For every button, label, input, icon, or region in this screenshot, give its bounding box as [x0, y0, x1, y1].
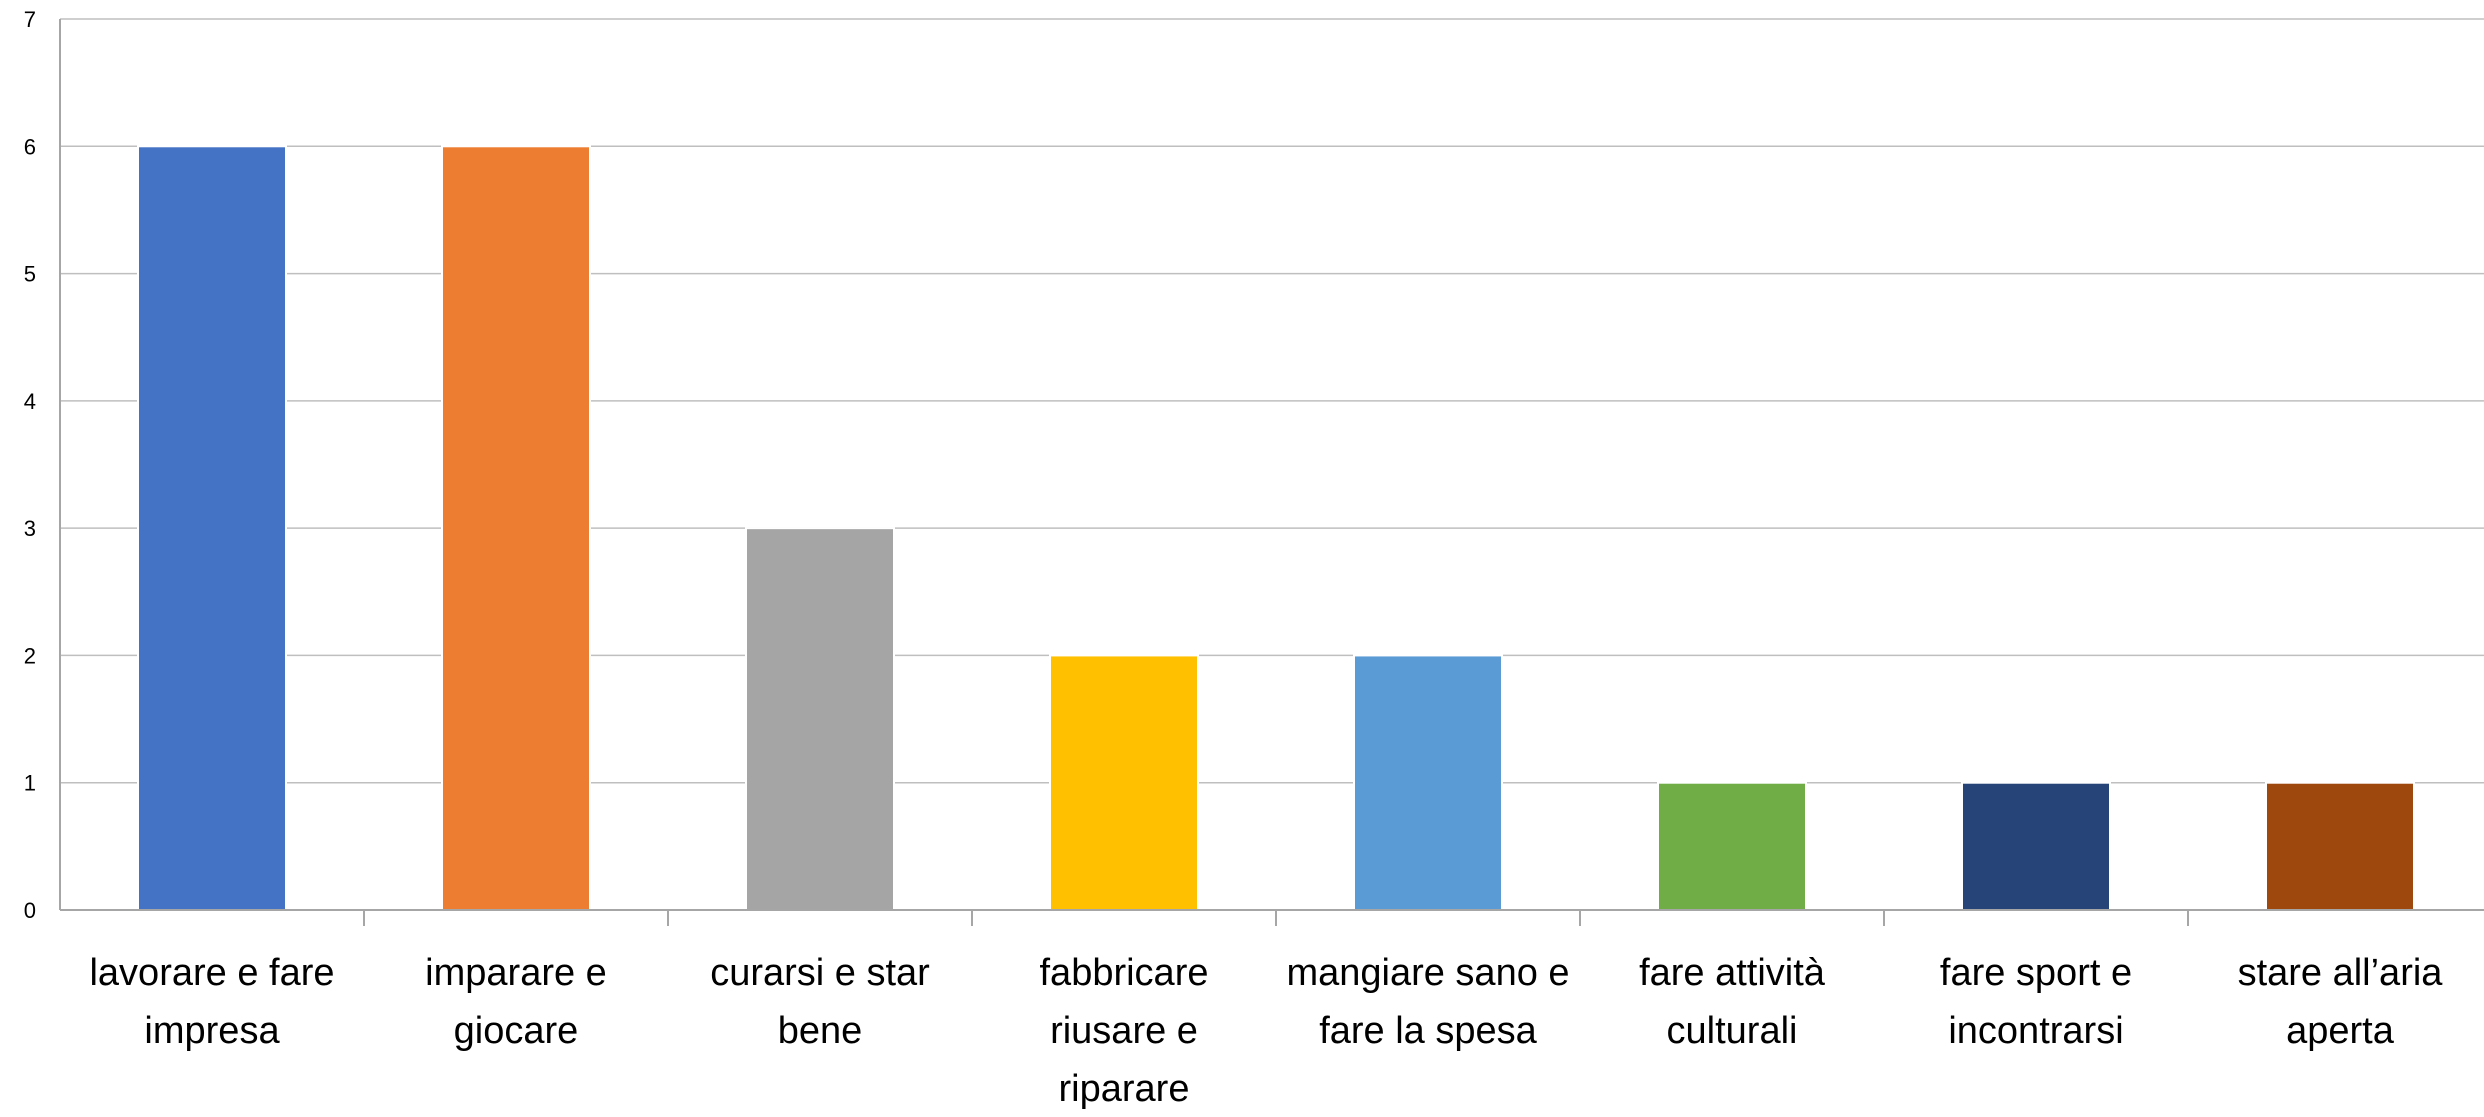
category-label: fabbricare riusare e riparare [1040, 952, 1209, 1110]
bar [1657, 781, 1807, 912]
bar [137, 145, 287, 912]
category-label: fare sport e incontrarsi [1940, 952, 2132, 1052]
category-label: fare attività culturali [1639, 952, 1826, 1052]
bar [745, 527, 895, 912]
category-label: stare all’aria aperta [2238, 952, 2444, 1052]
y-tick-label: 2 [24, 643, 36, 668]
category-label: curarsi e star bene [710, 952, 930, 1052]
y-tick-label: 0 [24, 898, 36, 923]
y-tick-label: 3 [24, 516, 36, 541]
bar [2265, 781, 2415, 912]
bar [1961, 781, 2111, 912]
y-tick-label: 7 [24, 7, 36, 32]
y-tick-label: 1 [24, 771, 36, 796]
bar [1353, 654, 1503, 912]
category-label: lavorare e fare impresa [89, 952, 334, 1052]
bar [1049, 654, 1199, 912]
axes [59, 19, 2484, 926]
bars [137, 145, 2415, 912]
labels: 0 1 2 3 4 5 6 7 lavorare e fare impresa imparare e… [24, 7, 2444, 1110]
bar [441, 145, 591, 912]
category-label: mangiare sano e fare la spesa [1286, 952, 1569, 1052]
y-tick-label: 6 [24, 134, 36, 159]
category-label: imparare e giocare [425, 952, 607, 1052]
y-tick-label: 4 [24, 389, 36, 414]
y-tick-label: 5 [24, 262, 36, 287]
gridlines [60, 18, 2484, 784]
